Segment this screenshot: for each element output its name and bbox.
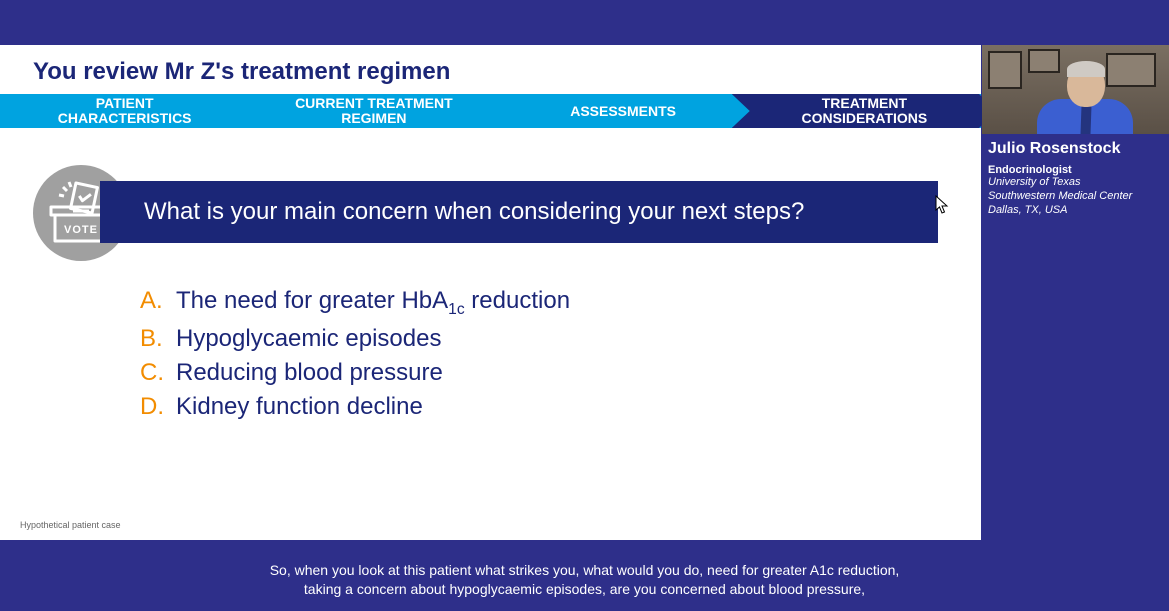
option-text: The need for greater HbA1c reduction <box>176 287 570 319</box>
speaker-name: Julio Rosenstock <box>988 140 1163 158</box>
speaker-video <box>982 45 1169 134</box>
tab-label: CURRENT TREATMENT <box>295 95 453 111</box>
tab-treatment-considerations[interactable]: TREATMENTCONSIDERATIONS <box>732 94 997 128</box>
tab-label: ASSESSMENTS <box>570 104 676 119</box>
footnote: Hypothetical patient case <box>20 520 121 530</box>
option-b[interactable]: B. Hypoglycaemic episodes <box>140 325 570 353</box>
vote-icon-label: VOTE <box>64 224 98 236</box>
option-text: Kidney function decline <box>176 393 423 421</box>
speaker-figure <box>1037 63 1133 134</box>
option-letter: B. <box>140 325 176 353</box>
speaker-role: Endocrinologist <box>988 164 1163 176</box>
option-letter: D. <box>140 393 176 421</box>
slide-title: You review Mr Z's treatment regimen <box>33 58 450 86</box>
caption: So, when you look at this patient what s… <box>0 561 1169 599</box>
slide: You review Mr Z's treatment regimen PATI… <box>0 45 981 540</box>
poll-options: A. The need for greater HbA1c reduction … <box>140 287 570 421</box>
tab-current-treatment-regimen[interactable]: CURRENT TREATMENTREGIMEN <box>249 94 498 128</box>
tab-label: CHARACTERISTICS <box>58 110 192 126</box>
option-d[interactable]: D. Kidney function decline <box>140 393 570 421</box>
option-letter: C. <box>140 359 176 387</box>
tab-patient-characteristics[interactable]: PATIENTCHARACTERISTICS <box>0 94 249 128</box>
option-c[interactable]: C. Reducing blood pressure <box>140 359 570 387</box>
tab-assessments[interactable]: ASSESSMENTS <box>499 94 748 128</box>
option-letter: A. <box>140 287 176 315</box>
question-bar: What is your main concern when consideri… <box>100 181 938 243</box>
tab-label: REGIMEN <box>341 110 406 126</box>
tab-strip: PATIENTCHARACTERISTICS CURRENT TREATMENT… <box>0 94 981 128</box>
wall-frame-icon <box>988 51 1022 89</box>
option-a[interactable]: A. The need for greater HbA1c reduction <box>140 287 570 319</box>
speaker-info: Julio Rosenstock Endocrinologist Univers… <box>982 140 1169 217</box>
option-text: Hypoglycaemic episodes <box>176 325 441 353</box>
caption-line: taking a concern about hypoglycaemic epi… <box>304 581 865 597</box>
question-text: What is your main concern when consideri… <box>144 198 804 226</box>
tab-label: PATIENT <box>96 95 154 111</box>
option-text: Reducing blood pressure <box>176 359 443 387</box>
caption-line: So, when you look at this patient what s… <box>270 562 900 578</box>
tab-label: CONSIDERATIONS <box>802 110 928 126</box>
speaker-affiliation: University of Texas Southwestern Medical… <box>988 176 1163 217</box>
tab-label: TREATMENT <box>822 95 907 111</box>
